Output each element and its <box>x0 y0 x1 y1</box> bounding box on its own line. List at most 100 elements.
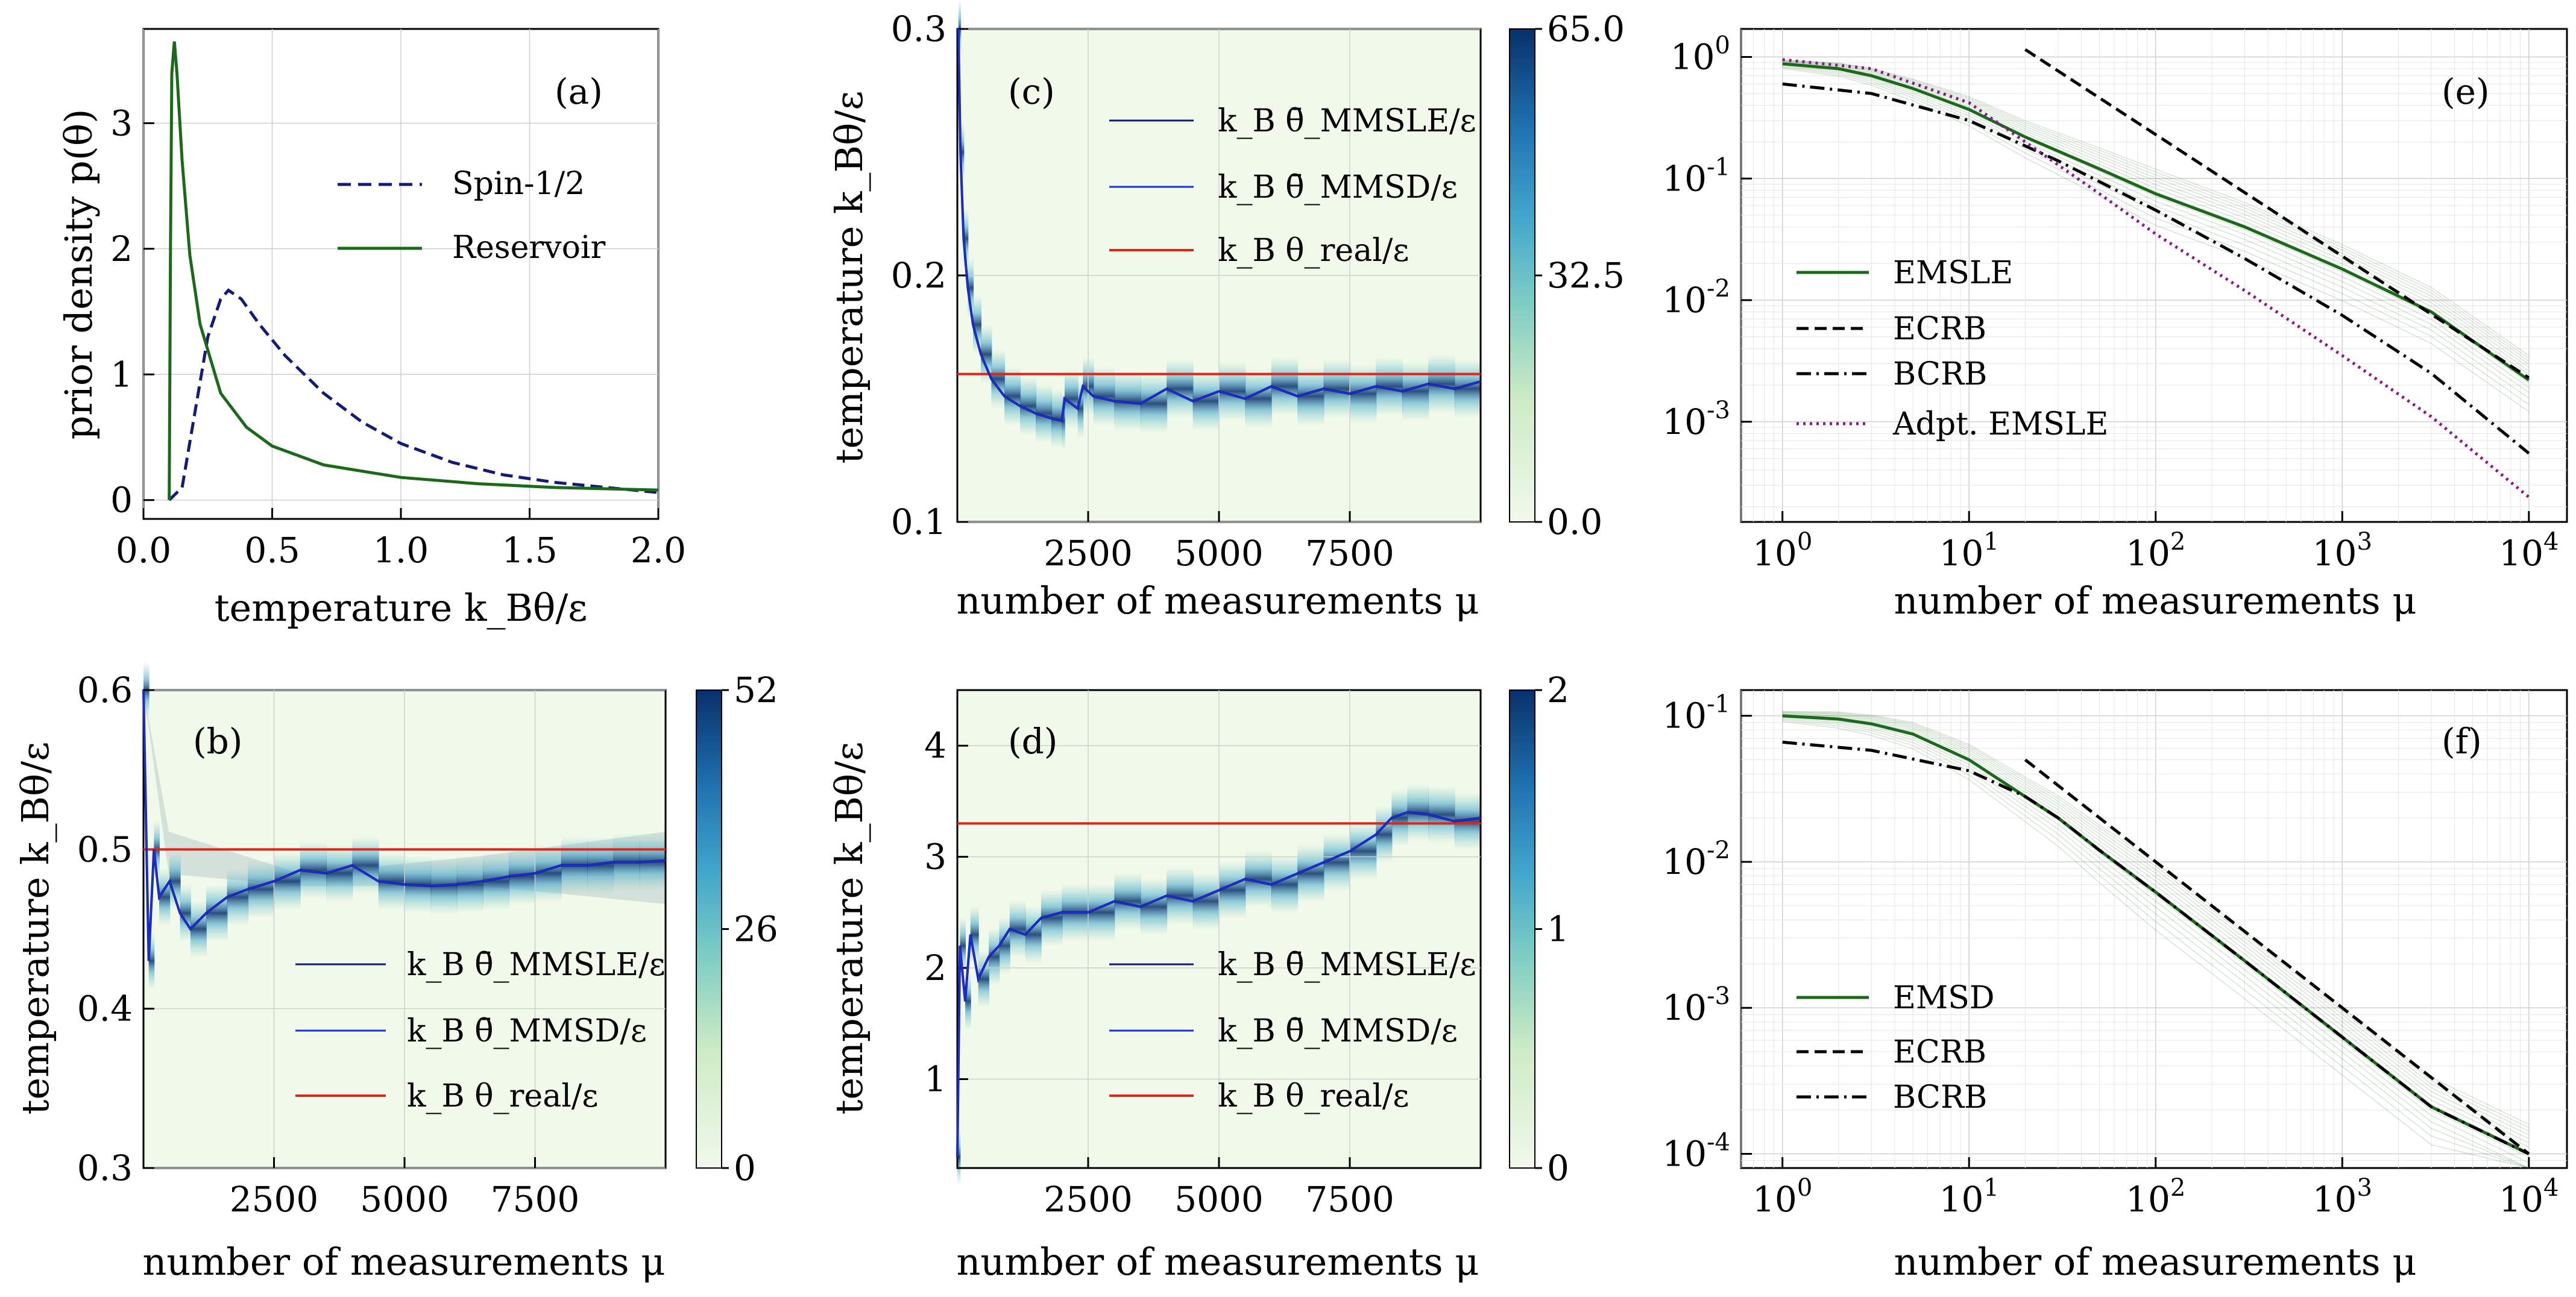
y-tick-label: 3 <box>924 837 946 878</box>
legend-c-mmsd-label: k_B θ̄_MMSD/ε <box>1218 169 1458 206</box>
panel-c: 2500 5000 7500 0.1 0.2 0.3 (c) k_B θ̄_MMSLE/ε… <box>827 0 1625 623</box>
legend-spin-label: Spin-1/2 <box>452 166 585 202</box>
legend-d-mmsd-label: k_B θ̄_MMSD/ε <box>1218 1013 1458 1049</box>
x-tick-label: 2500 <box>1044 533 1133 574</box>
posterior-density-cell <box>1193 372 1220 431</box>
panel-a-label: (a) <box>555 71 603 112</box>
panel-a-xlabel: temperature k_Bθ/ε <box>215 586 588 630</box>
y-tick-label: 10-4 <box>1662 1129 1730 1175</box>
legend-b-mmsd-label: k_B θ̄_MMSD/ε <box>407 1013 647 1049</box>
panel-f: 100 101 102 103 104 10-1 10-2 10-3 10-4 (f) EMSD… <box>1662 690 2567 1284</box>
posterior-density-cell <box>159 868 170 926</box>
colorbar-tick-label: 2 <box>1547 670 1569 711</box>
colorbar-tick-label: 0 <box>1547 1148 1569 1189</box>
y-tick-label: 3 <box>110 102 133 143</box>
y-tick-label: 0.2 <box>891 255 946 296</box>
posterior-density-cell <box>1324 834 1350 891</box>
colorbar-tick-label: 0.0 <box>1547 501 1602 542</box>
y-tick-label: 10-1 <box>1662 691 1730 736</box>
legend-e-adpt-label: Adpt. EMSLE <box>1892 406 2108 442</box>
y-tick-label: 0.5 <box>77 829 133 870</box>
x-tick-label: 7500 <box>1305 533 1394 574</box>
legend-d-real-label: k_B θ_real/ε <box>1218 1078 1409 1114</box>
panel-d-label: (d) <box>1008 721 1057 762</box>
posterior-density-cell <box>1141 878 1167 935</box>
panel-c-ylabel: temperature k_Bθ/ε <box>827 91 871 464</box>
posterior-density-cell <box>1065 369 1079 428</box>
posterior-density-cell <box>352 837 379 894</box>
y-tick-label: 2 <box>110 228 133 269</box>
posterior-density-cell <box>1271 357 1298 416</box>
posterior-density-cell <box>973 295 981 354</box>
panel-e: 100 101 102 103 104 100 10-1 10-2 10-3 (e) EMSLE… <box>1662 29 2567 623</box>
posterior-density-cell <box>191 900 207 958</box>
panel-e-xlabel: number of measurements μ <box>1894 579 2416 623</box>
x-tick-label: 5000 <box>1174 1179 1264 1220</box>
posterior-density-cell <box>206 884 228 941</box>
posterior-density-cell <box>1088 884 1115 941</box>
x-tick-label: 103 <box>2313 1174 2372 1220</box>
y-tick-label: 0.6 <box>77 670 133 711</box>
y-tick-label: 0.3 <box>891 8 946 49</box>
x-tick-label: 5000 <box>360 1179 449 1220</box>
posterior-density-cell <box>274 853 301 910</box>
x-tick-label: 2500 <box>230 1179 319 1220</box>
legend-b-real-label: k_B θ_real/ε <box>407 1078 598 1114</box>
y-tick-label: 10-2 <box>1662 837 1730 882</box>
posterior-density-cell <box>1350 823 1376 880</box>
colorbar-tick-label: 1 <box>1547 909 1569 950</box>
posterior-density-cell <box>1219 861 1245 919</box>
colorbar-tick-label: 32.5 <box>1547 255 1625 296</box>
y-tick-label: 0.3 <box>77 1148 133 1189</box>
posterior-density-cell <box>180 884 191 941</box>
panel-c-label: (c) <box>1008 71 1055 112</box>
panel-d: 2500 5000 75001234 (d) k_B θ̄_MMSLE/ε k_B … <box>827 670 1569 1284</box>
posterior-density-cell <box>999 917 1010 975</box>
y-tick-label: 0 <box>110 480 133 521</box>
posterior-density-cell <box>1297 845 1324 902</box>
x-tick-label: 103 <box>2313 528 2372 574</box>
colorbar-tick-label: 26 <box>734 909 778 950</box>
legend-e-bcrb-label: BCRB <box>1893 356 1987 392</box>
y-tick-label: 0.4 <box>77 988 133 1029</box>
x-tick-label: 1.0 <box>373 530 429 571</box>
legend-c-real-label: k_B θ_real/ε <box>1218 233 1409 269</box>
panel-c-xlabel: number of measurements μ <box>956 579 1479 623</box>
posterior-density-cell <box>1271 856 1298 913</box>
colorbar-tick-label: 0 <box>734 1148 756 1189</box>
y-tick-label: 0.1 <box>891 501 946 542</box>
figure: 0.0 0.5 1.0 1.5 2.00123 (a) Spin-1/2 Reservo… <box>0 0 2576 1297</box>
panel-b-xlabel: number of measurements μ <box>142 1240 665 1284</box>
legend-e-emsle-label: EMSLE <box>1893 255 2013 291</box>
y-tick-label: 1 <box>110 354 133 395</box>
legend-f-emsd-label: EMSD <box>1893 980 1995 1016</box>
legend-d-mmsle-label: k_B θ̄_MMSLE/ε <box>1218 947 1476 983</box>
posterior-density-cell <box>991 350 1005 409</box>
legend-e-ecrb-label: ECRB <box>1893 311 1986 347</box>
series-spin-1-2 <box>169 290 658 500</box>
panel-d-xlabel: number of measurements μ <box>956 1240 1479 1284</box>
x-tick-label: 102 <box>2126 528 2185 574</box>
posterior-density-cell <box>1004 366 1021 426</box>
x-tick-label: 101 <box>1939 528 1999 574</box>
legend-f-ecrb-label: ECRB <box>1893 1034 1986 1070</box>
y-tick-label: 10-1 <box>1662 153 1730 199</box>
y-tick-label: 2 <box>924 947 946 988</box>
x-tick-label: 7500 <box>1305 1179 1394 1220</box>
panel-a-ylabel: prior density p(θ) <box>57 109 101 440</box>
x-tick-label: 104 <box>2499 1174 2559 1220</box>
x-tick-label: 102 <box>2126 1174 2185 1220</box>
y-tick-label: 4 <box>924 725 946 766</box>
legend-b-mmsle-label: k_B θ̄_MMSLE/ε <box>407 947 666 983</box>
panel-f-label: (f) <box>2442 721 2482 762</box>
y-tick-label: 10-3 <box>1662 397 1730 442</box>
x-tick-label: 5000 <box>1174 533 1264 574</box>
legend-reservoir-label: Reservoir <box>452 230 606 266</box>
colorbar-tick-label: 65.0 <box>1547 8 1625 49</box>
panel-b-ylabel: temperature k_Bθ/ε <box>13 742 57 1115</box>
colorbar-d <box>1510 690 1535 1168</box>
legend-c-mmsle-label: k_B θ̄_MMSLE/ε <box>1218 103 1476 139</box>
x-tick-label: 100 <box>1752 1174 1812 1220</box>
y-tick-label: 10-3 <box>1662 982 1730 1028</box>
panel-e-label: (e) <box>2442 71 2490 112</box>
